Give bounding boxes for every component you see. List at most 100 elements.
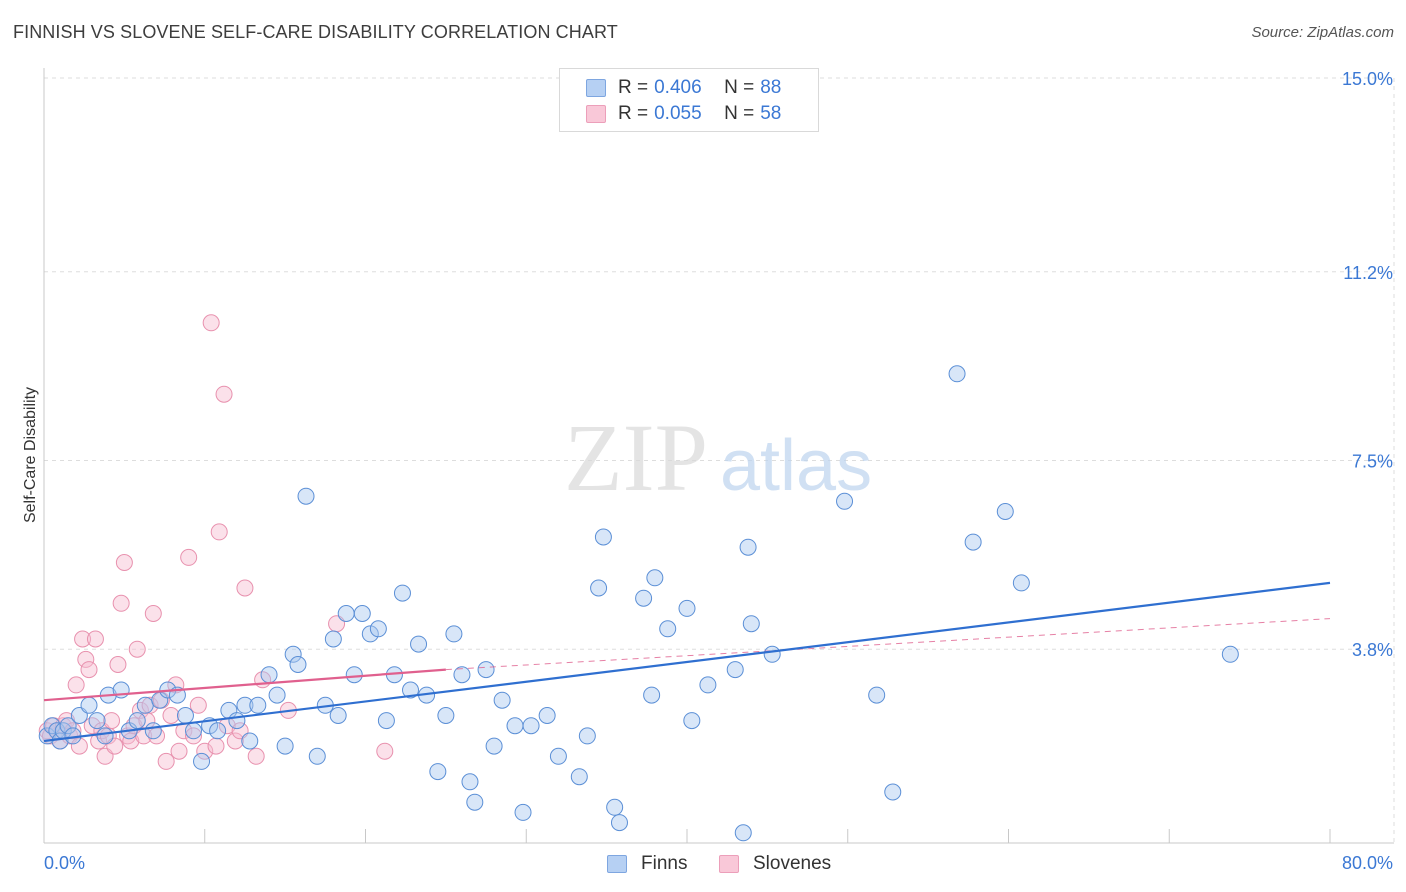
finns-point bbox=[445, 625, 463, 643]
finns-point bbox=[337, 605, 355, 622]
slovenes-point bbox=[376, 742, 394, 760]
finns-point bbox=[308, 747, 326, 765]
finns-point bbox=[209, 722, 227, 740]
finns-point bbox=[410, 635, 428, 653]
finns-point bbox=[964, 533, 982, 551]
finns-point bbox=[345, 666, 363, 684]
finns-point bbox=[228, 712, 246, 730]
finns-point bbox=[96, 727, 114, 745]
finns-point bbox=[268, 686, 286, 704]
finns-point bbox=[742, 615, 760, 633]
slovenes-point bbox=[144, 605, 162, 622]
finns-point bbox=[734, 824, 752, 842]
finns-point bbox=[868, 686, 886, 704]
slovenes-point bbox=[236, 579, 254, 597]
finns-point bbox=[176, 707, 194, 724]
slovenes-point bbox=[103, 712, 121, 730]
slovenes-point bbox=[70, 737, 88, 755]
finns-point bbox=[461, 773, 479, 791]
finns-point bbox=[324, 630, 342, 648]
finns-point bbox=[477, 661, 495, 679]
bottom-legend-finns: Finns bbox=[607, 852, 687, 876]
finns-point bbox=[549, 747, 567, 765]
slovenes-r-value: 0.055 bbox=[654, 103, 702, 124]
y-axis-label: Self-Care Disability bbox=[22, 387, 39, 523]
slovenes-point bbox=[80, 661, 98, 679]
finns-bottom-swatch bbox=[607, 855, 627, 873]
finns-point bbox=[493, 691, 511, 709]
finns-point bbox=[128, 712, 146, 730]
finns-point bbox=[236, 696, 254, 714]
slovenes-bottom-swatch bbox=[719, 855, 739, 873]
finns-point bbox=[297, 487, 315, 505]
finns-point bbox=[578, 727, 596, 745]
slovenes-point bbox=[86, 630, 104, 648]
y-tick-label: 15.0% bbox=[1342, 69, 1393, 89]
slovenes-point bbox=[128, 640, 146, 658]
finns-bottom-label: Finns bbox=[641, 853, 688, 874]
finns-point bbox=[453, 666, 471, 684]
slovenes-point bbox=[67, 676, 85, 694]
finns-point bbox=[836, 492, 854, 510]
finns-point bbox=[144, 722, 162, 740]
finns-point bbox=[726, 661, 744, 679]
finns-point bbox=[646, 569, 664, 587]
slovenes-point bbox=[109, 656, 127, 673]
finns-point bbox=[289, 656, 307, 673]
finns-point bbox=[276, 737, 294, 755]
finns-r-value: 0.406 bbox=[654, 77, 702, 98]
y-tick-label: 11.2% bbox=[1343, 263, 1393, 283]
slovenes-n-label: N = bbox=[724, 103, 755, 124]
finns-point bbox=[393, 584, 411, 602]
finns-point bbox=[678, 599, 696, 617]
slovenes-swatch bbox=[586, 105, 606, 123]
finns-point bbox=[699, 676, 717, 694]
slovenes-point bbox=[141, 696, 159, 714]
finns-trend-line bbox=[43, 581, 1331, 743]
slovenes-point bbox=[226, 732, 244, 750]
finns-point bbox=[402, 681, 420, 699]
slovenes-point bbox=[162, 707, 180, 724]
slovenes-point bbox=[189, 696, 207, 714]
finns-point bbox=[659, 620, 677, 638]
finns-point bbox=[884, 783, 902, 801]
finns-point bbox=[136, 696, 154, 714]
slovenes-point bbox=[170, 742, 188, 760]
slovenes-point bbox=[247, 747, 265, 765]
watermark-zip: ZIP bbox=[564, 404, 708, 511]
slovenes-bottom-label: Slovenes bbox=[753, 853, 832, 874]
finns-n-label: N = bbox=[724, 77, 755, 98]
finns-point bbox=[353, 605, 371, 622]
bottom-legend-slovenes: Slovenes bbox=[719, 852, 831, 876]
x-tick-label-max: 80.0% bbox=[1342, 853, 1393, 873]
slovenes-trend-line bbox=[43, 668, 446, 702]
finns-point bbox=[683, 712, 701, 730]
finns-point bbox=[643, 686, 661, 704]
slovenes-point bbox=[184, 727, 202, 745]
finns-point bbox=[241, 732, 259, 750]
finns-point bbox=[635, 589, 653, 607]
finns-point bbox=[88, 712, 106, 730]
finns-point bbox=[249, 696, 267, 714]
finns-point bbox=[284, 645, 302, 663]
legend: R = 0.406 N = 88 R = 0.055 N = 58 bbox=[559, 68, 819, 132]
finns-swatch bbox=[586, 79, 606, 97]
trend-lines bbox=[43, 581, 1331, 743]
finns-point bbox=[466, 793, 484, 811]
watermark: ZIP atlas bbox=[564, 404, 872, 511]
finns-point bbox=[437, 707, 455, 724]
finns-point bbox=[260, 666, 278, 684]
finns-point bbox=[996, 503, 1014, 520]
finns-point bbox=[377, 712, 395, 730]
slovenes-point bbox=[115, 554, 133, 571]
slovenes-point bbox=[180, 548, 198, 566]
finns-point bbox=[329, 707, 347, 724]
finns-point bbox=[1012, 574, 1030, 592]
slovenes-n-value: 58 bbox=[760, 103, 782, 124]
slovenes-point bbox=[215, 385, 233, 403]
finns-point bbox=[59, 717, 77, 735]
finns-point bbox=[590, 579, 608, 597]
slovenes-point bbox=[83, 717, 101, 735]
y-tick-label: 3.8% bbox=[1352, 640, 1393, 660]
source-label: Source: ZipAtlas.com bbox=[1251, 24, 1394, 41]
